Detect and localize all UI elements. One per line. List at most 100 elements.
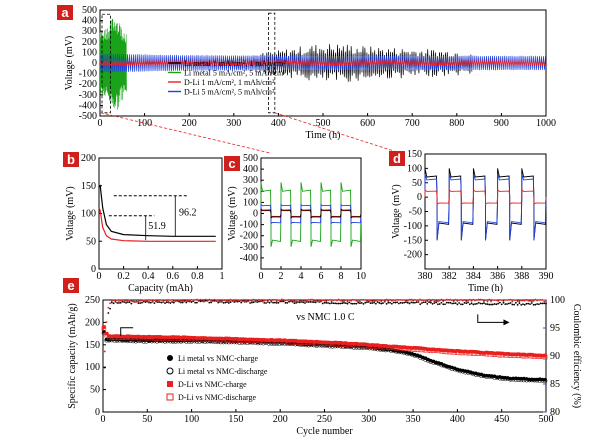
ce-point bbox=[144, 301, 147, 303]
data-point bbox=[136, 335, 141, 341]
data-point bbox=[521, 377, 527, 383]
ce-point bbox=[474, 303, 477, 305]
data-point bbox=[500, 376, 505, 381]
data-point bbox=[126, 334, 130, 339]
data-point bbox=[436, 347, 441, 352]
data-point bbox=[420, 347, 426, 353]
data-point bbox=[511, 352, 516, 357]
ce-point bbox=[479, 298, 482, 301]
ce-point bbox=[486, 303, 489, 306]
data-point bbox=[231, 337, 237, 343]
data-point bbox=[101, 326, 107, 331]
ce-point bbox=[219, 300, 221, 303]
data-point bbox=[139, 335, 143, 339]
x-tick-label: 2 bbox=[279, 271, 284, 282]
x-tick-label: 500 bbox=[539, 414, 554, 425]
data-point bbox=[479, 350, 484, 355]
data-point bbox=[298, 340, 303, 345]
ce-point bbox=[428, 301, 430, 303]
ce-point bbox=[243, 300, 246, 303]
data-point bbox=[542, 378, 548, 384]
y-tick-label: 150 bbox=[81, 181, 96, 192]
data-point bbox=[308, 340, 314, 346]
ce-point bbox=[238, 299, 241, 302]
data-point bbox=[463, 369, 468, 375]
data-point bbox=[287, 340, 293, 345]
data-point bbox=[532, 354, 537, 359]
ce-point bbox=[385, 303, 388, 305]
y-tick-label: 50 bbox=[86, 236, 96, 247]
data-point bbox=[457, 350, 463, 356]
ce-point bbox=[110, 300, 113, 302]
data-point bbox=[117, 338, 123, 343]
data-point bbox=[279, 339, 285, 344]
data-point bbox=[473, 351, 479, 356]
data-point bbox=[266, 339, 271, 344]
ce-point bbox=[412, 301, 414, 304]
ce-point bbox=[468, 298, 471, 301]
ce-point bbox=[405, 300, 407, 303]
ce-point bbox=[472, 298, 475, 301]
data-point bbox=[316, 340, 322, 346]
ce-point bbox=[449, 301, 452, 304]
ce-point bbox=[125, 302, 127, 304]
y-tick-label: 0 bbox=[253, 209, 258, 220]
legend-label: D-Li vs NMC-discharge bbox=[178, 393, 257, 402]
data-point bbox=[240, 337, 244, 341]
ce-point bbox=[454, 298, 457, 301]
ce-point bbox=[472, 303, 475, 306]
ce-point bbox=[456, 303, 459, 306]
x-tick-label: 10 bbox=[356, 271, 366, 282]
ce-point bbox=[493, 303, 496, 305]
ce-point bbox=[536, 303, 539, 305]
data-point bbox=[152, 336, 157, 341]
data-point bbox=[146, 338, 152, 344]
ce-point bbox=[240, 299, 243, 302]
ce-point bbox=[265, 302, 267, 304]
data-point bbox=[106, 334, 112, 340]
x-tick-label: 100 bbox=[184, 414, 199, 425]
legend-label: D-Li 5 mA/cm², 5 mAh/cm² bbox=[184, 88, 275, 97]
data-point bbox=[351, 342, 356, 346]
x-tick-label: 384 bbox=[466, 271, 481, 282]
ce-point bbox=[321, 302, 324, 305]
ce-point bbox=[484, 303, 487, 305]
ce-point bbox=[413, 298, 416, 301]
data-point bbox=[330, 341, 335, 346]
ce-point bbox=[107, 306, 110, 309]
ce-point bbox=[483, 300, 485, 303]
x-tick-label: 350 bbox=[406, 414, 421, 425]
data-point bbox=[409, 352, 415, 357]
x-tick-label: 500 bbox=[316, 118, 331, 129]
panel-label-a: a bbox=[61, 5, 69, 20]
ce-point bbox=[194, 301, 197, 304]
data-point bbox=[128, 334, 133, 339]
ce-point bbox=[203, 300, 205, 303]
ce-point bbox=[465, 302, 468, 305]
data-point bbox=[492, 375, 497, 380]
ce-point bbox=[514, 299, 517, 302]
ce-point bbox=[534, 298, 537, 301]
x-tick-label: 0.2 bbox=[117, 271, 130, 282]
data-point bbox=[328, 340, 332, 345]
data-point bbox=[349, 341, 353, 346]
ce-point bbox=[265, 299, 267, 302]
ce-point bbox=[509, 302, 512, 304]
data-point bbox=[256, 337, 260, 342]
ce-point bbox=[194, 298, 197, 301]
data-point bbox=[458, 349, 462, 353]
data-point bbox=[176, 335, 181, 340]
ce-point bbox=[380, 302, 383, 305]
y-tick-label: 0 bbox=[417, 192, 422, 203]
data-point bbox=[434, 348, 438, 352]
data-point bbox=[429, 347, 433, 352]
ce-series-1 bbox=[103, 298, 547, 353]
data-point bbox=[505, 376, 511, 382]
data-point bbox=[197, 337, 202, 342]
data-point bbox=[154, 336, 160, 341]
ce-point bbox=[461, 299, 464, 302]
data-point bbox=[375, 343, 380, 347]
ce-point bbox=[133, 300, 136, 303]
data-point bbox=[524, 353, 529, 357]
ce-point bbox=[399, 298, 402, 301]
